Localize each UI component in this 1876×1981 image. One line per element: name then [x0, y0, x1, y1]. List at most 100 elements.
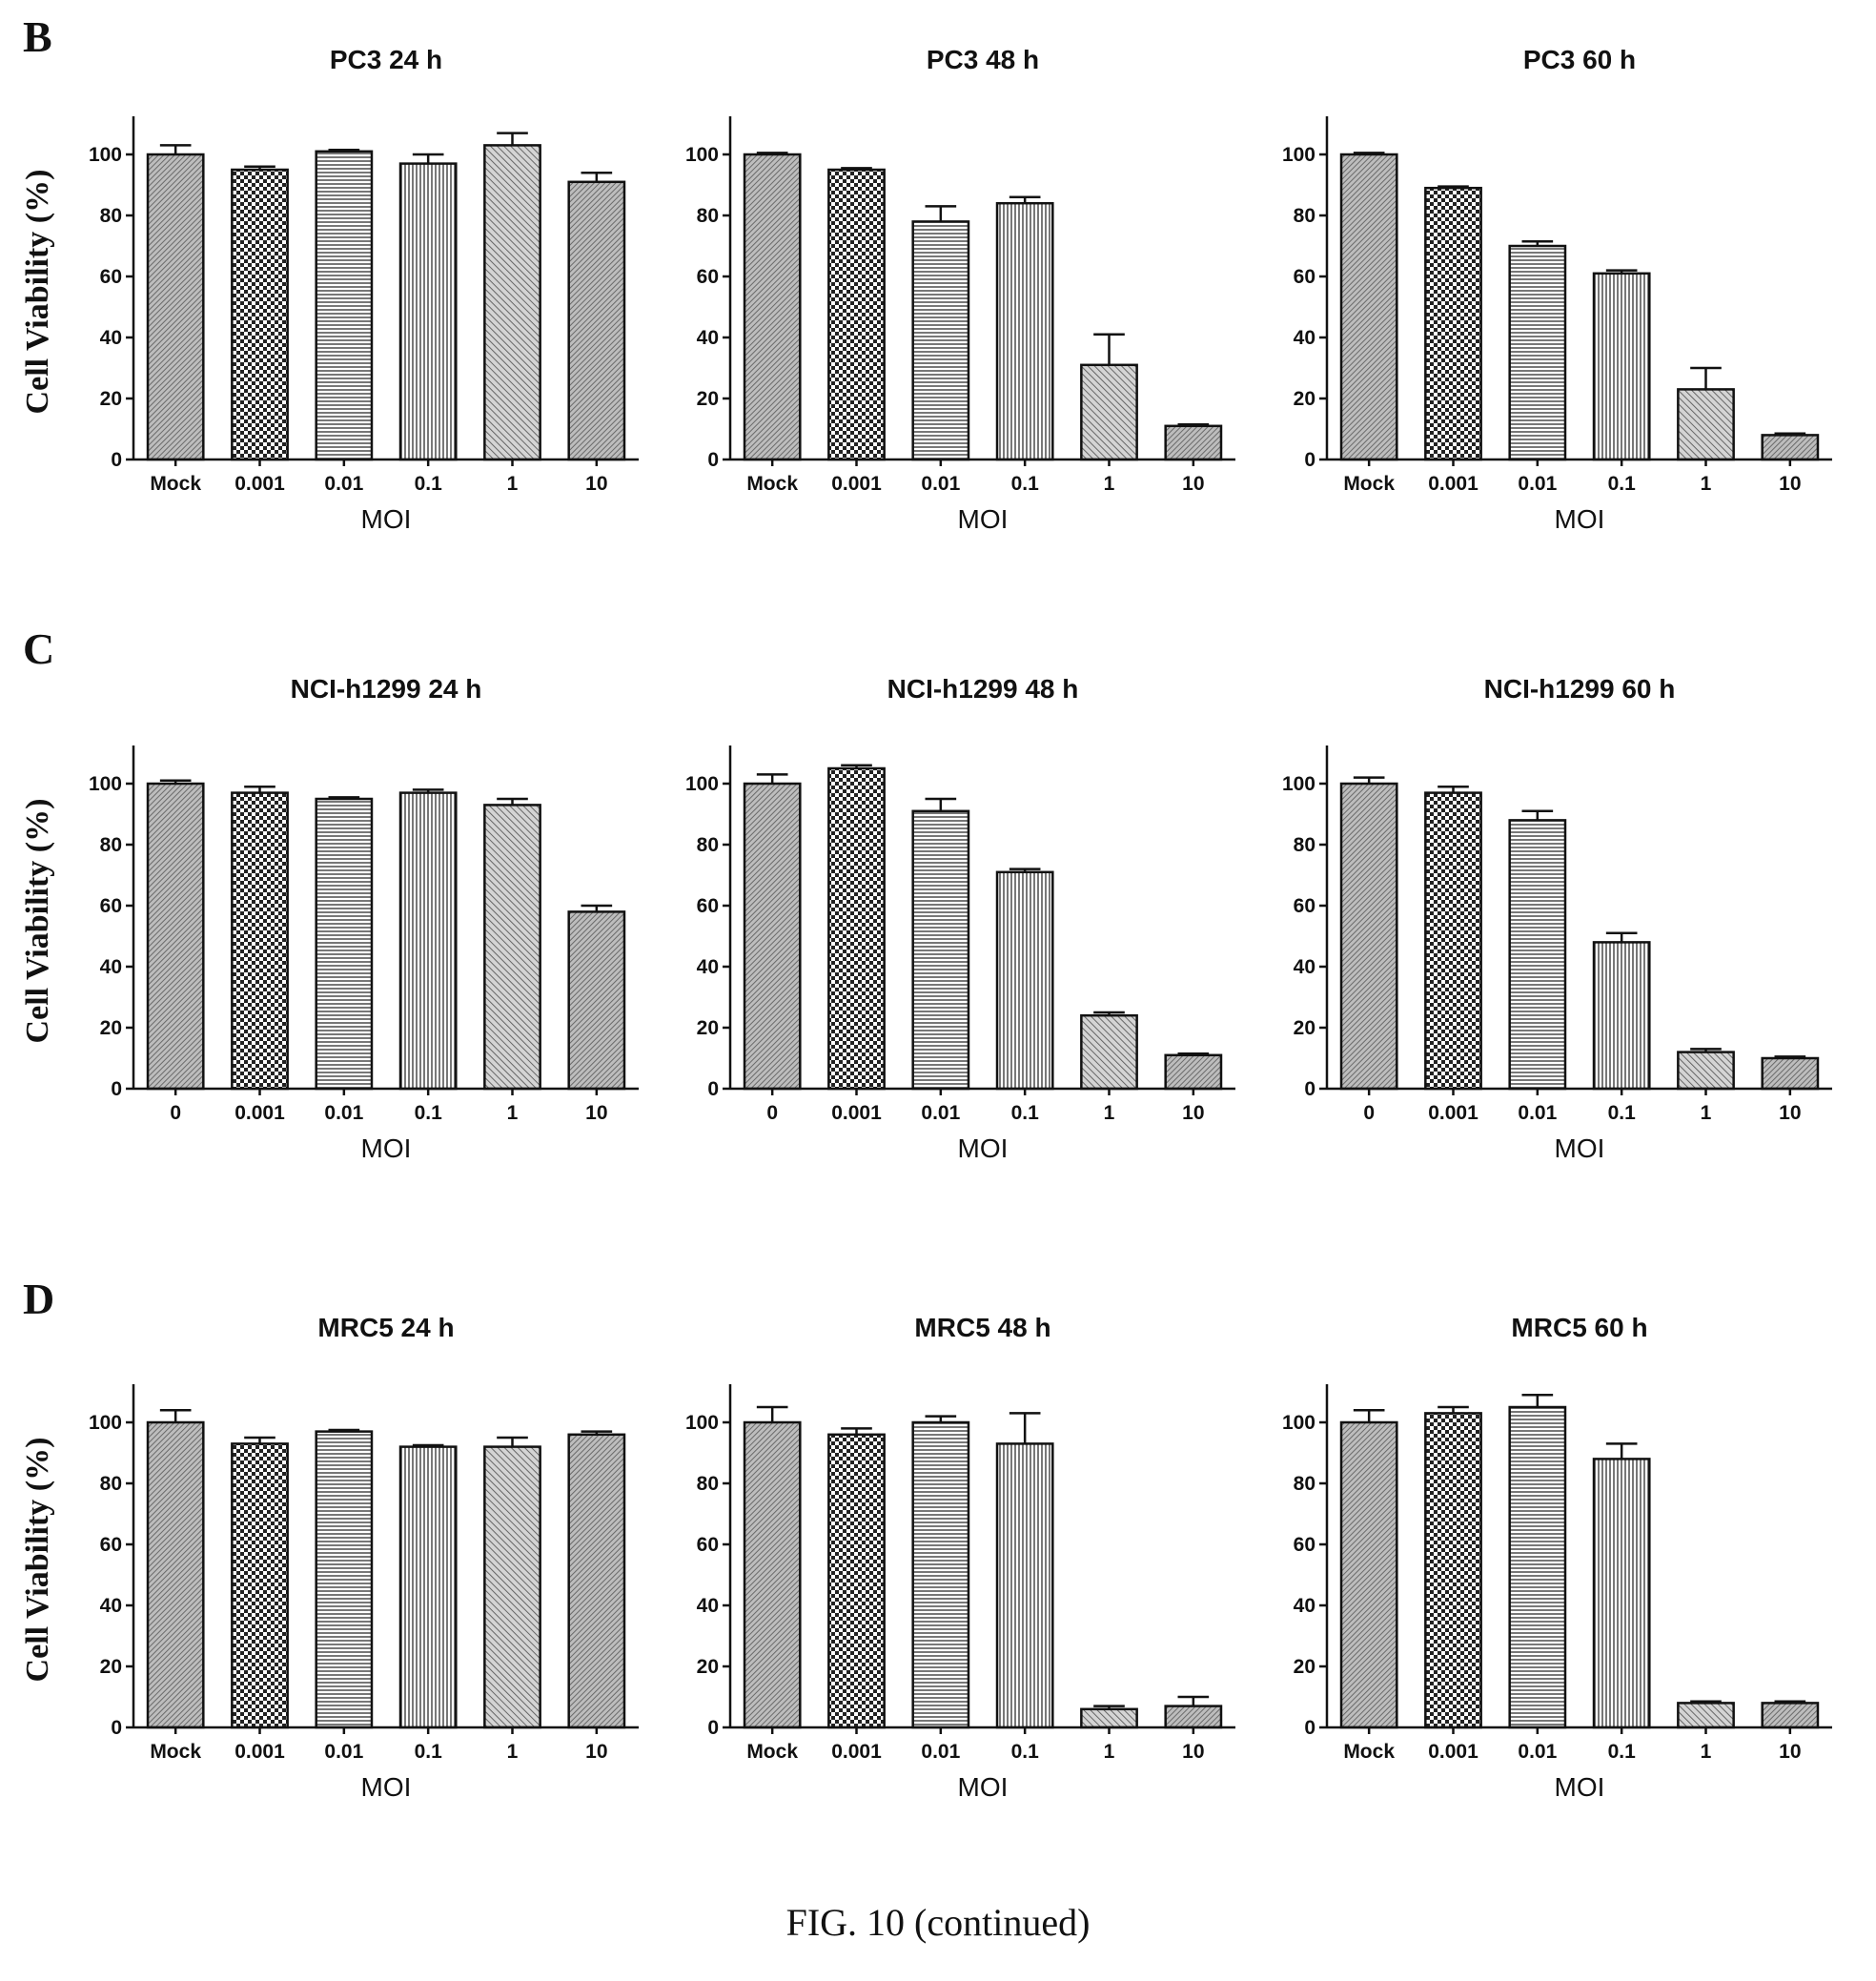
y-tick-label: 20 [697, 1017, 719, 1039]
chart-title: NCI-h1299 24 h [291, 674, 482, 704]
y-tick-label: 20 [1294, 1017, 1315, 1039]
bar [315, 150, 374, 461]
y-tick-label: 60 [1294, 266, 1315, 288]
y-tick-label: 0 [1304, 1717, 1315, 1739]
y-tick-label: 20 [1294, 388, 1315, 410]
bar [1424, 791, 1482, 1091]
x-axis-label: MOI [958, 1133, 1009, 1163]
bar [1592, 272, 1651, 461]
y-tick-label: 60 [1294, 895, 1315, 917]
bar [567, 180, 626, 461]
bar [1424, 1412, 1482, 1729]
bar [146, 1420, 205, 1729]
y-tick-label: 0 [111, 1078, 122, 1100]
x-tick-label: 10 [1779, 1741, 1801, 1763]
bar [483, 804, 541, 1091]
bar [483, 1445, 541, 1729]
bar [1761, 1056, 1820, 1091]
bar [315, 1430, 374, 1729]
y-tick-label: 80 [1294, 205, 1315, 227]
bar [1677, 388, 1735, 461]
bar [1761, 1702, 1820, 1729]
x-axis-label: MOI [1555, 1133, 1605, 1163]
y-axis-label: Cell Viability (%) [20, 1438, 55, 1683]
panel-letter-b: B [23, 12, 52, 61]
x-tick-label: 0.1 [415, 473, 443, 495]
x-tick-label: 0.1 [1011, 1102, 1040, 1124]
bar [827, 766, 886, 1091]
x-tick-label: 0.1 [415, 1741, 443, 1763]
x-tick-label: 0.01 [324, 1102, 363, 1124]
y-tick-label: 60 [697, 266, 719, 288]
x-tick-label: 1 [507, 1741, 519, 1763]
x-tick-label: 0.001 [1428, 1102, 1478, 1124]
y-tick-label: 100 [1282, 773, 1315, 795]
x-tick-label: 0.1 [415, 1102, 443, 1124]
x-axis-label: MOI [1555, 504, 1605, 534]
y-tick-label: 20 [1294, 1656, 1315, 1678]
bar [743, 1420, 802, 1729]
x-tick-label: 0.001 [831, 473, 882, 495]
chart-title: MRC5 48 h [914, 1313, 1050, 1342]
bar-chart: NCI-h1299 48 h0 0.001 0.01 0.1 1 100204060801… [685, 674, 1235, 1163]
x-tick-label: Mock [150, 1741, 201, 1763]
chart-title: NCI-h1299 48 h [887, 674, 1079, 704]
x-tick-label: Mock [150, 473, 201, 495]
x-tick-label: 0 [1363, 1102, 1375, 1124]
x-tick-label: 0.1 [1608, 1102, 1637, 1124]
x-tick-label: 1 [1701, 473, 1712, 495]
x-axis-label: MOI [361, 1772, 412, 1802]
y-tick-label: 40 [697, 1595, 719, 1617]
y-tick-label: 100 [89, 773, 122, 795]
x-tick-label: 0.01 [1518, 1741, 1557, 1763]
x-tick-label: 0.1 [1608, 473, 1637, 495]
x-tick-label: 0.001 [1428, 1741, 1478, 1763]
y-tick-label: 20 [100, 388, 122, 410]
x-tick-label: 0.01 [921, 1102, 960, 1124]
y-tick-label: 80 [1294, 834, 1315, 856]
bar [911, 1420, 970, 1729]
bar [1508, 819, 1567, 1091]
y-tick-label: 0 [707, 449, 719, 471]
y-tick-label: 60 [697, 1534, 719, 1556]
x-tick-label: 1 [1701, 1102, 1712, 1124]
y-tick-label: 40 [1294, 327, 1315, 349]
chart-title: PC3 60 h [1523, 45, 1636, 74]
y-tick-label: 80 [697, 834, 719, 856]
bar [146, 153, 205, 461]
x-tick-label: 0.01 [324, 473, 363, 495]
bar [231, 168, 289, 461]
x-tick-label: 0.01 [921, 1741, 960, 1763]
y-tick-label: 80 [100, 834, 122, 856]
bar [995, 870, 1054, 1091]
chart-title: NCI-h1299 60 h [1484, 674, 1676, 704]
bar [1424, 186, 1482, 461]
y-tick-label: 20 [100, 1017, 122, 1039]
y-tick-label: 100 [1282, 1412, 1315, 1434]
y-tick-label: 40 [697, 956, 719, 978]
y-tick-label: 60 [1294, 1534, 1315, 1556]
y-tick-label: 0 [111, 1717, 122, 1739]
bar [827, 168, 886, 461]
y-tick-label: 40 [100, 956, 122, 978]
x-tick-label: 10 [1779, 473, 1801, 495]
x-tick-label: 1 [507, 1102, 519, 1124]
y-tick-label: 80 [697, 1473, 719, 1495]
bar [1592, 1458, 1651, 1729]
bar [567, 910, 626, 1091]
bar [231, 1442, 289, 1729]
chart-title: MRC5 60 h [1511, 1313, 1647, 1342]
y-tick-label: 40 [100, 1595, 122, 1617]
y-tick-label: 20 [697, 1656, 719, 1678]
y-tick-label: 0 [1304, 1078, 1315, 1100]
y-tick-label: 100 [89, 1412, 122, 1434]
y-tick-label: 100 [685, 1412, 719, 1434]
panel-letter-d: D [23, 1275, 54, 1323]
bar [827, 1433, 886, 1729]
bar [1592, 941, 1651, 1091]
y-tick-label: 100 [685, 144, 719, 166]
x-tick-label: 10 [585, 473, 607, 495]
